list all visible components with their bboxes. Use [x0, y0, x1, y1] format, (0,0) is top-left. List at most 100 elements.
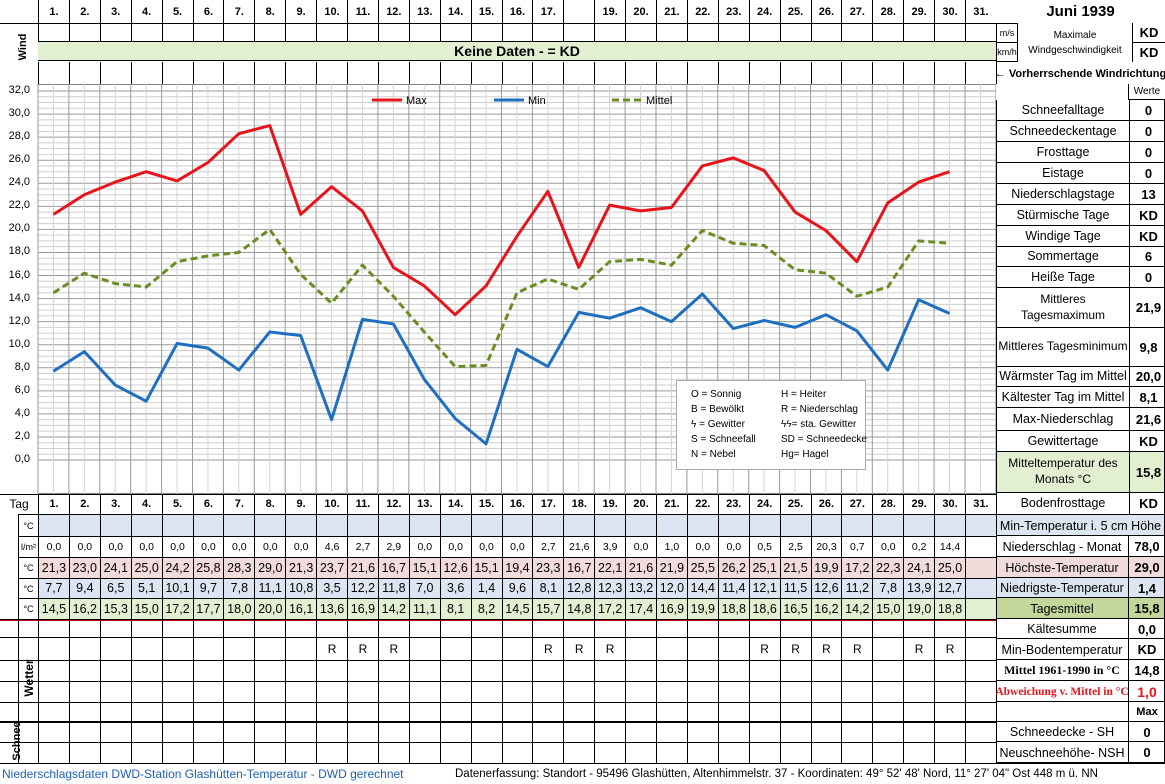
weather-legend-item: R = Niederschlag [781, 404, 858, 415]
weather-cell [656, 681, 687, 702]
weather-cell [748, 660, 780, 681]
value-cell-max: 23,0 [68, 557, 100, 578]
weather-cell [38, 722, 69, 742]
lower-stat-value: 15,8 [1128, 598, 1165, 619]
y-tick-label: 6,0 [14, 383, 30, 396]
y-tick-label: 0,0 [14, 453, 30, 465]
weather-cell [161, 681, 193, 702]
weather-cell [625, 660, 656, 681]
weather-cell [470, 722, 502, 742]
wind-grid-line [501, 23, 503, 42]
day-header-cell: 2. [68, 0, 100, 23]
value-cell-min: 7,0 [408, 578, 440, 598]
weather-legend-item: SD = Schneedecke [781, 434, 867, 445]
weather-cell [934, 742, 965, 763]
unit-label: l/m² [18, 536, 38, 557]
value-cell-mean: 19,0 [903, 598, 934, 619]
weather-cell [965, 637, 996, 660]
unit-label: °C [18, 578, 38, 598]
value-cell-max: 21,3 [285, 557, 316, 578]
weather-cell [192, 619, 224, 637]
weather-cell [625, 681, 656, 702]
weather-cell [161, 742, 193, 763]
day-header-cell: 21. [656, 0, 687, 23]
weather-cell [130, 742, 162, 763]
weather-legend-item: H = Heiter [781, 389, 827, 400]
stat-value: KD [1129, 431, 1165, 451]
weather-cell [501, 660, 533, 681]
value-cell-mean: 19,9 [686, 598, 718, 619]
unit-label: °C [18, 557, 38, 578]
weather-cell [161, 702, 193, 722]
value-cell-mean: 14,2 [841, 598, 872, 619]
value-cell-min: 12,1 [748, 578, 780, 598]
day-header-cell [563, 0, 594, 23]
weather-cell [810, 742, 842, 763]
weather-cell [408, 722, 440, 742]
weather-cell [223, 681, 254, 702]
weather-row-line [0, 637, 996, 638]
day-footer-cell: 28. [872, 494, 903, 514]
weather-cell [130, 619, 162, 637]
weather-cell [625, 702, 656, 722]
stat-value: 21,6 [1129, 408, 1165, 430]
value-cell-precip: 1,0 [656, 536, 687, 557]
wind-grid-line [347, 62, 348, 84]
value-cell-min [965, 578, 996, 598]
stat-label: Heiße Tage [1031, 269, 1095, 284]
weather-cell [779, 722, 811, 742]
wind-grid-line [965, 23, 966, 42]
weather-cell [965, 619, 996, 637]
day-footer-cell: 15. [470, 494, 502, 514]
weather-legend-item: N = Nebel [691, 449, 736, 460]
weather-cell [532, 702, 563, 722]
y-tick-label: 10,0 [8, 337, 30, 350]
wind-top-row [38, 23, 996, 42]
wind-grid-line [934, 23, 936, 42]
weather-cell [532, 619, 563, 637]
value-cell-max: 15,1 [470, 557, 502, 578]
value-cell-min: 14,4 [686, 578, 718, 598]
weather-cell [38, 681, 69, 702]
weather-cell [903, 619, 934, 637]
day-header-cell: 29. [903, 0, 934, 23]
weather-cell [532, 681, 563, 702]
value-cell-max: 23,7 [316, 557, 347, 578]
lower-stat-value: 14,8 [1128, 660, 1165, 681]
day-footer-cell: 18. [563, 494, 594, 514]
value-cell [38, 514, 69, 536]
value-cell-max: 29,0 [254, 557, 285, 578]
stat-value: 13 [1129, 184, 1165, 204]
wind-grid-line [68, 23, 70, 42]
lower-stat-value: 78,0 [1128, 536, 1165, 557]
day-header-cell: 23. [717, 0, 749, 23]
day-header-cell: 13. [408, 0, 440, 23]
weather-cell [748, 681, 780, 702]
weather-cell [625, 742, 656, 763]
weather-cell [316, 619, 347, 637]
value-cell-mean: 15,0 [130, 598, 162, 619]
weather-legend-item: ϟ = Gewitter [691, 419, 745, 430]
weather-cell [223, 619, 254, 637]
wind-grid-line [686, 23, 688, 42]
value-cell-precip: 0,2 [903, 536, 934, 557]
value-cell-precip: 14,4 [934, 536, 965, 557]
weather-cell [656, 637, 687, 660]
wind-grid-line [408, 23, 410, 42]
value-cell-max: 28,3 [223, 557, 254, 578]
wind-grid-line [779, 23, 781, 42]
day-header-cell: 3. [99, 0, 131, 23]
value-cell [501, 514, 533, 536]
weather-cell [316, 722, 347, 742]
day-footer-cell: 11. [347, 494, 378, 514]
value-cell [686, 514, 718, 536]
value-cell-max: 24,1 [903, 557, 934, 578]
day-footer-cell: 14. [439, 494, 471, 514]
weather-row-line [0, 742, 996, 743]
value-cell-mean: 18,6 [748, 598, 780, 619]
weather-cell [656, 722, 687, 742]
wind-grid-line [38, 62, 39, 84]
value-cell-precip: 2,5 [779, 536, 811, 557]
day-footer-cell: 24. [748, 494, 780, 514]
value-cell-min: 6,5 [99, 578, 131, 598]
